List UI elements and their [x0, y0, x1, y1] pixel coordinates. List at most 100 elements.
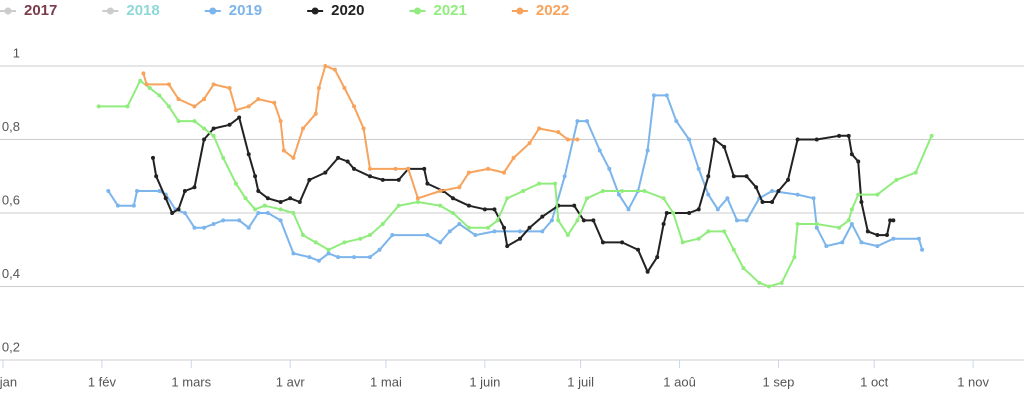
data-point: [575, 218, 580, 223]
data-point: [846, 133, 851, 138]
data-point: [147, 86, 152, 91]
data-point: [326, 247, 331, 252]
series-line: [142, 65, 578, 200]
data-point: [313, 111, 318, 116]
series-line: [98, 79, 933, 288]
data-point: [141, 71, 146, 76]
legend-item[interactable]: 2021: [409, 2, 467, 19]
data-point: [655, 255, 660, 260]
data-point: [492, 207, 497, 212]
data-point: [300, 126, 305, 131]
data-point: [600, 240, 605, 245]
data-point: [323, 64, 328, 68]
x-tick-label: 1 oct: [860, 374, 889, 389]
data-point: [731, 174, 736, 179]
data-point: [425, 181, 430, 186]
data-point: [814, 137, 819, 142]
data-point: [115, 203, 120, 208]
data-point: [202, 225, 207, 230]
data-point: [744, 174, 749, 179]
data-point: [584, 119, 589, 124]
data-point: [182, 211, 187, 215]
data-point: [770, 199, 775, 204]
data-point: [367, 166, 372, 171]
data-point: [556, 130, 561, 135]
data-point: [265, 196, 270, 201]
data-point: [233, 108, 238, 113]
data-point: [473, 233, 478, 238]
legend-item[interactable]: 2017: [0, 2, 57, 19]
series-line: [107, 94, 924, 262]
data-point: [754, 185, 759, 190]
data-point: [642, 188, 647, 193]
data-point: [367, 233, 372, 238]
data-point: [540, 229, 545, 234]
legend-text[interactable]: 2021: [434, 2, 467, 19]
data-point: [150, 155, 155, 160]
legend-item[interactable]: 2022: [511, 2, 569, 19]
data-point: [466, 225, 471, 230]
data-point: [135, 188, 140, 193]
data-point: [575, 119, 580, 124]
data-point: [300, 233, 305, 238]
data-point: [891, 236, 896, 241]
y-tick-label: 0,4: [2, 266, 20, 281]
legend-item[interactable]: 2020: [307, 2, 365, 19]
data-point: [725, 196, 730, 201]
data-point: [262, 203, 267, 208]
data-point: [540, 214, 545, 219]
data-point: [316, 86, 321, 91]
data-point: [352, 104, 357, 109]
data-point: [744, 218, 749, 223]
data-point: [840, 240, 845, 245]
data-point: [652, 93, 657, 98]
data-point: [527, 141, 532, 146]
data-point: [221, 218, 226, 223]
data-point: [377, 247, 382, 252]
data-point: [291, 155, 296, 160]
data-point: [837, 225, 842, 230]
legend-text[interactable]: 2017: [24, 2, 57, 19]
data-point: [607, 166, 612, 171]
data-point: [288, 196, 293, 201]
data-point: [425, 233, 430, 238]
data-point: [211, 126, 216, 131]
data-point: [253, 207, 258, 212]
data-point: [336, 155, 341, 160]
data-point: [154, 174, 159, 179]
legend-text[interactable]: 2020: [331, 2, 364, 19]
y-tick-label: 1: [13, 45, 20, 60]
legend-item[interactable]: 2019: [204, 2, 262, 19]
data-point: [202, 97, 207, 102]
data-point: [163, 196, 168, 201]
data-point: [505, 196, 510, 201]
legend-marker: [516, 7, 524, 15]
legend-text[interactable]: 2018: [126, 2, 159, 19]
data-point: [884, 233, 889, 238]
data-point: [358, 236, 363, 241]
data-point: [616, 192, 621, 197]
data-point: [422, 166, 427, 171]
data-point: [712, 137, 717, 142]
data-point: [856, 159, 861, 164]
legend-text[interactable]: 2022: [536, 2, 569, 19]
data-point: [278, 218, 283, 223]
legend-text[interactable]: 2019: [229, 2, 262, 19]
data-point: [227, 122, 232, 127]
data-point: [495, 218, 500, 223]
data-point: [696, 236, 701, 241]
data-point: [253, 174, 258, 179]
data-point: [645, 269, 650, 274]
data-point: [393, 166, 398, 171]
data-point: [367, 174, 372, 179]
legend-item[interactable]: 2018: [102, 2, 160, 19]
data-point: [849, 222, 854, 227]
data-point: [731, 247, 736, 252]
data-point: [233, 181, 238, 186]
data-point: [865, 229, 870, 234]
data-point: [256, 211, 261, 215]
data-point: [272, 100, 277, 105]
data-point: [291, 251, 296, 256]
data-point: [814, 222, 819, 227]
data-point: [620, 240, 625, 245]
